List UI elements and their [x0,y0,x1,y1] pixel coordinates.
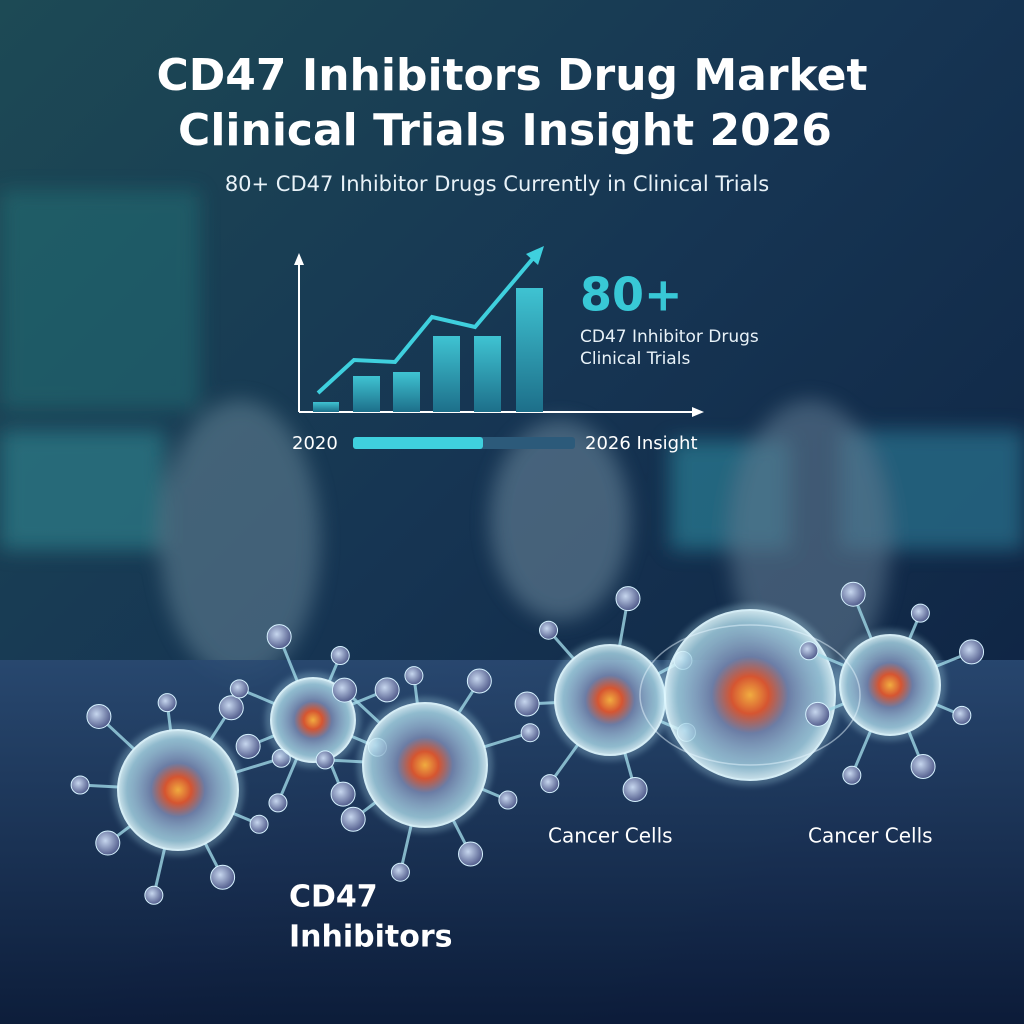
cell [362,702,488,828]
receptor [840,581,866,607]
receptor [235,733,261,759]
receptor [266,624,292,650]
energy-ring [639,624,861,766]
receptor [498,790,518,810]
receptor [952,705,972,725]
timeline-end: 2026 Insight [585,433,698,454]
timeline-start: 2020 [292,433,338,454]
lab-backdrop [0,190,1024,680]
title-line: Clinical Trials Insight 2026 [178,105,832,156]
receptor [340,806,366,832]
receptor [615,586,641,612]
receptor [315,750,335,770]
cell [270,677,356,763]
receptor [910,603,930,623]
receptor [330,781,356,807]
subtitle: 80+ CD47 Inhibitor Drugs Currently in Cl… [225,172,769,196]
title-line: CD47 Inhibitors Drug Market [156,50,867,101]
receptor [466,668,492,694]
cells-illustration [70,581,985,905]
receptor [70,775,90,795]
receptor [330,646,350,666]
cell-label: Cancer Cells [808,824,933,848]
cell [839,634,941,736]
receptor [959,639,985,665]
receptor [458,841,484,867]
receptor [157,693,177,713]
receptor [390,862,410,882]
cell [554,644,666,756]
receptor [842,765,862,785]
receptor [218,695,244,721]
receptor [374,677,400,703]
receptor [86,703,112,729]
receptor [249,814,269,834]
receptor [805,701,831,727]
cell-label: Cancer Cells [548,824,673,848]
stat-value: 80+ [580,268,683,322]
inhibitor-label: CD47 [289,880,378,915]
receptor [520,723,540,743]
receptor [514,691,540,717]
cell [117,729,239,851]
receptor [229,679,249,699]
receptor [910,754,936,780]
receptor [331,677,357,703]
inhibitor-label: Inhibitors [289,920,453,955]
receptor [540,774,560,794]
receptor [539,620,559,640]
receptor [622,777,648,803]
timeline-progress [353,437,483,449]
receptor [210,864,236,890]
receptor [404,666,424,686]
receptor [799,641,819,661]
receptor [268,793,288,813]
stat-caption: Clinical Trials [580,349,690,369]
chart-illustration [294,246,704,417]
receptor [95,830,121,856]
receptor [144,885,164,905]
stat-caption: CD47 Inhibitor Drugs [580,327,759,347]
